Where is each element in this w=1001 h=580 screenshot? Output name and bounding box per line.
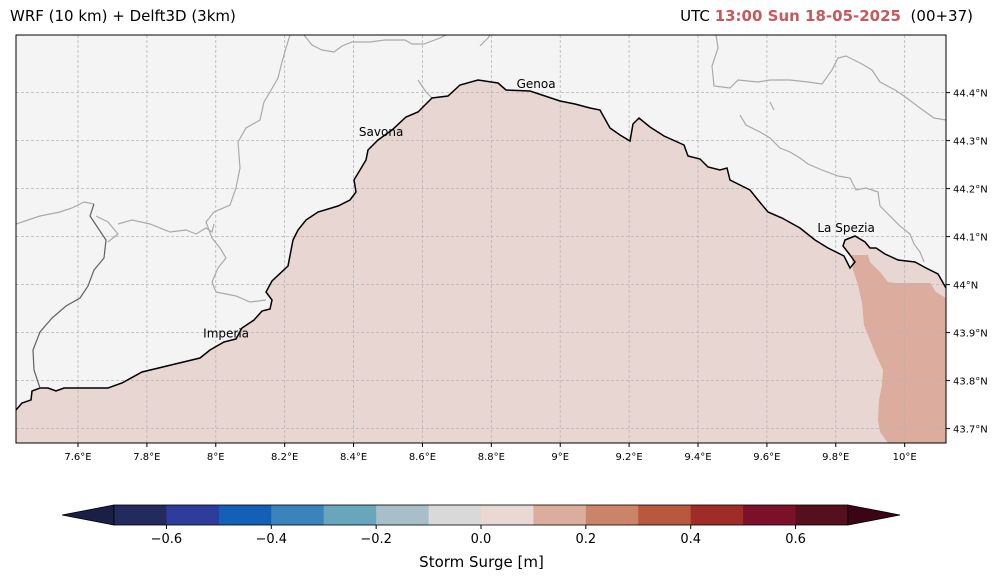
lon-tick-label: 8.2°E <box>271 452 298 463</box>
colorbar-segment <box>428 505 482 525</box>
colorbar-segment <box>323 505 377 525</box>
lon-tick-label: 8°E <box>207 452 225 463</box>
colorbar-segment <box>114 505 167 525</box>
lat-tick-label: 44.1°N <box>953 233 988 244</box>
country-border <box>32 203 107 389</box>
colorbar-tick-label: −0.6 <box>151 532 183 547</box>
colorbar-segment <box>795 505 849 525</box>
colorbar-segment <box>218 505 272 525</box>
gridlines <box>16 35 946 443</box>
lon-tick-label: 8.8°E <box>478 452 505 463</box>
lon-tick-label: 10°E <box>893 452 917 463</box>
lon-tick-label: 7.6°E <box>64 452 91 463</box>
latitude-axis: 44.4°N 44.3°N 44.2°N 44.1°N 44°N 43.9°N 43.8°N… <box>946 89 988 436</box>
coastline <box>16 79 946 411</box>
colorbar-tick-label: 0.4 <box>680 532 701 547</box>
sea-area <box>16 80 946 443</box>
map-frame <box>15 34 947 444</box>
surge-high-area <box>852 255 946 443</box>
lon-tick-label: 8.6°E <box>409 452 436 463</box>
colorbar-tick-label: 0.0 <box>471 532 492 547</box>
colorbar-ticks: −0.6 −0.4 −0.2 0.0 0.2 0.4 0.6 <box>151 525 806 547</box>
lon-tick-label: 9.2°E <box>615 452 642 463</box>
forecast-time: UTC 13:00 Sun 18-05-2025 (00+37) <box>680 7 973 25</box>
colorbar-segment <box>585 505 639 525</box>
model-title: WRF (10 km) + Delft3D (3km) <box>10 7 236 25</box>
colorbar-segment <box>166 505 220 525</box>
colorbar-tick-label: 0.6 <box>785 532 806 547</box>
admin-borders <box>16 35 946 303</box>
colorbar-tick-label: −0.2 <box>360 532 392 547</box>
longitude-axis: 7.6°E 7.8°E 8°E 8.2°E 8.4°E 8.6°E 8.8°E 9°E 9.2°… <box>64 443 917 463</box>
colorbar-tick-label: 0.2 <box>576 532 597 547</box>
lat-tick-label: 43.8°N <box>953 377 988 388</box>
forecast-datetime: 13:00 Sun 18-05-2025 <box>714 7 901 25</box>
utc-label: UTC <box>680 7 710 25</box>
lon-tick-label: 7.8°E <box>133 452 160 463</box>
colorbar-segment <box>743 505 797 525</box>
lead-time: (00+37) <box>910 7 973 25</box>
lat-tick-label: 44°N <box>953 281 978 292</box>
lat-tick-label: 44.2°N <box>953 185 988 196</box>
lat-tick-label: 43.7°N <box>953 425 988 436</box>
colorbar-tick-label: −0.4 <box>255 532 287 547</box>
colorbar-segment <box>376 505 430 525</box>
map-content <box>16 35 946 443</box>
lon-tick-label: 8.4°E <box>340 452 367 463</box>
colorbar-segment <box>481 505 534 525</box>
colorbar-label: Storm Surge [m] <box>419 553 544 571</box>
colorbar-segment <box>271 505 325 525</box>
city-label-imperia: Imperia <box>203 326 249 340</box>
lon-tick-label: 9.6°E <box>753 452 780 463</box>
city-label-genoa: Genoa <box>517 77 556 91</box>
city-labels: Genoa Savona Imperia La Spezia <box>203 77 875 341</box>
colorbar <box>61 504 901 526</box>
lat-tick-label: 44.3°N <box>953 137 988 148</box>
lon-tick-label: 9.4°E <box>684 452 711 463</box>
lat-tick-label: 44.4°N <box>953 89 988 100</box>
city-label-savona: Savona <box>359 125 403 139</box>
city-label-la-spezia: La Spezia <box>817 221 874 235</box>
colorbar-extend-low <box>61 504 115 526</box>
colorbar-extend-high <box>847 504 901 526</box>
colorbar-segment <box>533 505 587 525</box>
lon-tick-label: 9°E <box>551 452 569 463</box>
colorbar-segment <box>638 505 692 525</box>
lat-tick-label: 43.9°N <box>953 329 988 340</box>
lon-tick-label: 9.8°E <box>822 452 849 463</box>
colorbar-segment <box>690 505 744 525</box>
